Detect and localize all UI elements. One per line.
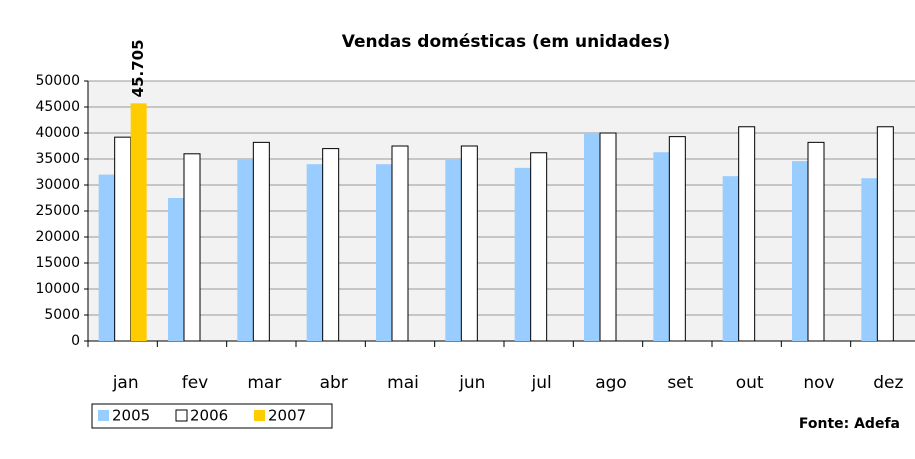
legend-swatch bbox=[98, 410, 109, 421]
bar bbox=[391, 145, 409, 342]
bar bbox=[237, 159, 254, 341]
bar bbox=[460, 145, 478, 342]
x-tick-label: jun bbox=[458, 373, 485, 393]
x-tick-label: dez bbox=[873, 373, 903, 393]
bar bbox=[584, 133, 600, 341]
bar bbox=[98, 174, 115, 341]
bar bbox=[306, 164, 323, 341]
bar bbox=[653, 152, 670, 341]
chart-title: Vendas domésticas (em unidades) bbox=[342, 32, 670, 52]
legend-label: 2005 bbox=[112, 407, 150, 425]
y-tick-label: 25000 bbox=[35, 203, 80, 219]
x-tick-label: jan bbox=[112, 373, 139, 393]
x-tick-label: out bbox=[736, 373, 764, 393]
bar bbox=[599, 132, 617, 342]
bar bbox=[376, 164, 392, 341]
legend-swatch bbox=[175, 409, 188, 422]
bar bbox=[861, 178, 878, 341]
y-tick-label: 5000 bbox=[44, 307, 80, 323]
legend-label: 2006 bbox=[190, 407, 228, 425]
bar bbox=[792, 161, 808, 341]
x-tick-label: mai bbox=[387, 373, 419, 393]
y-tick-label: 0 bbox=[71, 333, 80, 349]
data-label: 45.705 bbox=[129, 39, 147, 97]
source: Fonte: Adefa bbox=[799, 416, 900, 432]
legend-swatch bbox=[254, 410, 265, 421]
y-tick-label: 20000 bbox=[35, 229, 80, 245]
bar bbox=[445, 159, 462, 341]
y-tick-label: 35000 bbox=[35, 151, 80, 167]
bar bbox=[168, 198, 184, 341]
x-tick-label: nov bbox=[803, 373, 834, 393]
bar bbox=[252, 141, 270, 342]
y-tick-label: 15000 bbox=[35, 255, 80, 271]
bar bbox=[322, 148, 340, 342]
bar bbox=[130, 103, 147, 341]
bar bbox=[530, 152, 548, 342]
x-tick-label: fev bbox=[182, 373, 209, 393]
bar bbox=[183, 153, 201, 342]
x-tick-label: abr bbox=[320, 373, 348, 393]
bar bbox=[114, 136, 132, 342]
x-tick-label: mar bbox=[247, 373, 281, 393]
x-tick-label: ago bbox=[595, 373, 627, 393]
x-tick-label: set bbox=[667, 373, 693, 393]
bar bbox=[876, 126, 894, 342]
y-tick-label: 45000 bbox=[35, 99, 80, 115]
x-tick-label: jul bbox=[531, 373, 552, 393]
bar bbox=[668, 136, 686, 342]
bar bbox=[722, 176, 739, 341]
y-tick-label: 10000 bbox=[35, 281, 80, 297]
bar bbox=[807, 141, 825, 342]
legend-label: 2007 bbox=[268, 407, 306, 425]
bar bbox=[514, 167, 531, 341]
bar bbox=[738, 126, 756, 342]
y-tick-label: 40000 bbox=[35, 125, 80, 141]
y-tick-label: 30000 bbox=[35, 177, 80, 193]
legend-box bbox=[91, 403, 333, 429]
y-tick-label: 50000 bbox=[35, 73, 80, 89]
